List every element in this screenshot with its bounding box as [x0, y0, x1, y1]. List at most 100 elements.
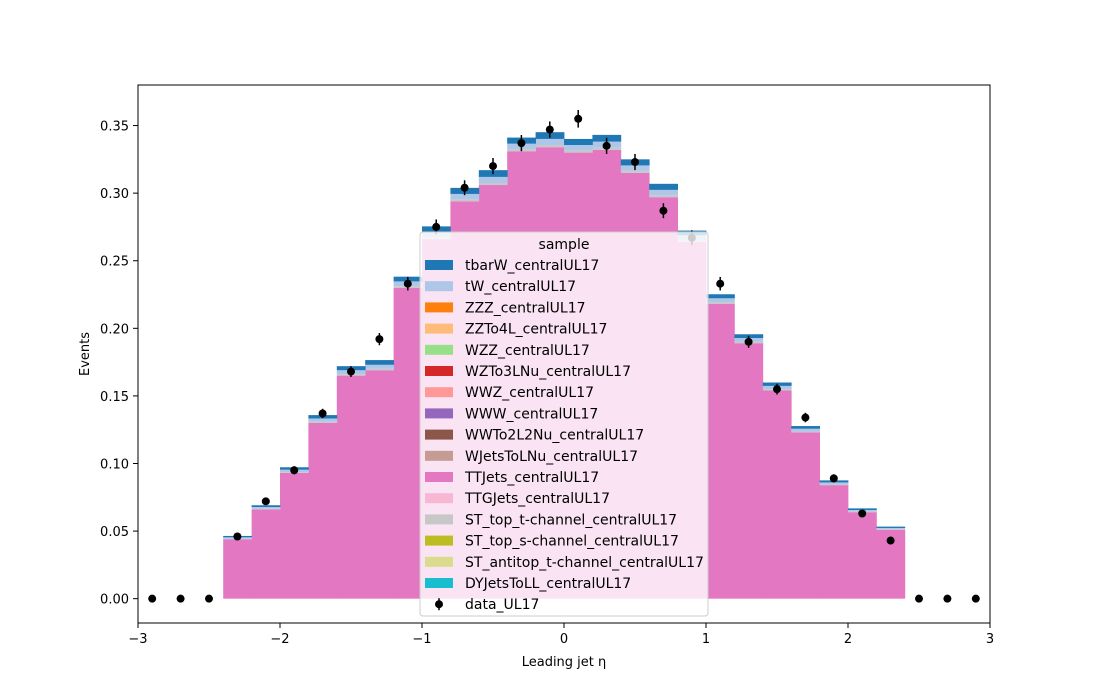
bar-TTJets_centralUL17-4: [251, 509, 281, 599]
data-point-21: [744, 337, 753, 346]
y-tick-label-7: 0.35: [100, 120, 129, 135]
legend-label-WJetsToLNu_centralUL17: WJetsToLNu_centralUL17: [465, 449, 638, 465]
legend-label-TTJets_centralUL17: TTJets_centralUL17: [464, 470, 599, 486]
legend-swatch-ZZTo4L_centralUL17: [425, 323, 453, 334]
bar-TTJets_centralUL17-22: [762, 390, 792, 599]
data-point-16: [602, 141, 611, 150]
legend-label-data_UL17: data_UL17: [465, 597, 539, 613]
x-axis-label: Leading jet η: [522, 655, 607, 670]
data-point-29: [971, 594, 980, 603]
legend-label-ZZZ_centralUL17: ZZZ_centralUL17: [465, 300, 586, 316]
y-tick-label-0: 0.00: [100, 593, 129, 608]
data-point-25: [858, 509, 867, 518]
data-point-9: [403, 279, 412, 288]
bar-TTJets_centralUL17-25: [848, 512, 877, 599]
data-point-22: [773, 385, 781, 394]
x-tick-label-1: −2: [270, 632, 289, 647]
legend-swatch-TTGJets_centralUL17: [425, 493, 453, 504]
legend-label-tW_centralUL17: tW_centralUL17: [465, 279, 576, 295]
bar-ST_top_t-channel_centralUL17-15: [564, 150, 593, 153]
bar-ST_top_t-channel_centralUL17-20: [706, 302, 735, 304]
legend-label-ZZTo4L_centralUL17: ZZTo4L_centralUL17: [465, 322, 607, 338]
legend-swatch-WJetsToLNu_centralUL17: [425, 450, 453, 461]
bar-tbarW_centralUL17-8: [365, 360, 394, 365]
legend-swatch-WWW_centralUL17: [425, 408, 453, 419]
bar-ST_top_t-channel_centralUL17-23: [791, 431, 820, 433]
y-axis-label: Events: [78, 332, 93, 376]
legend-swatch-WZTo3LNu_centralUL17: [425, 366, 453, 376]
data-point-12: [489, 162, 497, 171]
y-tick-label-1: 0.05: [100, 525, 129, 540]
data-point-4: [261, 497, 270, 506]
legend-swatch-tW_centralUL17: [425, 281, 453, 292]
data-point-20: [716, 279, 725, 288]
bar-TTJets_centralUL17-3: [223, 539, 252, 599]
data-point-7: [347, 367, 355, 376]
x-axis-ticks: −3 −2 −1 0 1 2 3: [128, 623, 994, 647]
data-point-18: [659, 206, 668, 215]
data-point-1: [176, 594, 185, 603]
bar-ST_top_t-channel_centralUL17-26: [876, 529, 906, 530]
bar-tW_centralUL17-18: [649, 189, 678, 196]
legend-swatch-DYJetsToLL_centralUL17: [425, 578, 453, 588]
bar-tbarW_centralUL17-23: [791, 426, 820, 429]
y-tick-label-5: 0.25: [100, 255, 129, 270]
legend-label-DYJetsToLL_centralUL17: DYJetsToLL_centralUL17: [465, 576, 631, 592]
legend-swatch-ZZZ_centralUL17: [425, 302, 453, 313]
bar-TTJets_centralUL17-20: [706, 303, 735, 599]
bar-TTJets_centralUL17-23: [791, 432, 820, 599]
data-point-27: [915, 594, 923, 603]
y-tick-label-4: 0.20: [100, 322, 129, 337]
bar-tbarW_centralUL17-4: [251, 505, 281, 508]
legend-swatch-ST_antitop_t-channel_centralUL17: [425, 556, 453, 567]
bar-TTJets_centralUL17-24: [819, 485, 849, 599]
x-tick-label-4: 1: [702, 632, 710, 647]
legend: sample tbarW_centralUL17 tW_centralUL17 ZZZ…: [419, 231, 709, 617]
y-tick-label-2: 0.10: [100, 457, 129, 472]
data-point-24: [829, 474, 838, 483]
bar-ST_top_t-channel_centralUL17-4: [251, 508, 281, 510]
legend-swatch-tbarW_centralUL17: [425, 260, 453, 270]
legend-label-WWZ_centralUL17: WWZ_centralUL17: [465, 385, 594, 401]
data-point-28: [943, 594, 952, 603]
x-tick-label-2: −1: [412, 632, 431, 647]
bar-ST_top_t-channel_centralUL17-24: [819, 484, 849, 486]
bar-tW_centralUL17-4: [251, 507, 281, 509]
bar-tW_centralUL17-26: [876, 527, 906, 530]
data-point-6: [318, 409, 327, 418]
bar-ST_top_t-channel_centralUL17-17: [620, 170, 650, 173]
data-point-26: [886, 536, 895, 545]
legend-label-WZTo3LNu_centralUL17: WZTo3LNu_centralUL17: [465, 364, 631, 380]
bar-tW_centralUL17-6: [308, 418, 338, 422]
bar-TTJets_centralUL17-5: [280, 472, 309, 599]
data-point-23: [801, 413, 810, 422]
y-tick-label-3: 0.15: [100, 390, 129, 405]
bar-tW_centralUL17-23: [791, 428, 820, 432]
x-tick-label-6: 3: [986, 632, 994, 647]
legend-swatch-TTJets_centralUL17: [425, 472, 453, 482]
bar-ST_top_t-channel_centralUL17-11: [450, 199, 480, 202]
bar-tW_centralUL17-24: [819, 482, 849, 485]
data-point-3: [233, 532, 242, 541]
bar-ST_top_t-channel_centralUL17-14: [535, 145, 565, 148]
bar-ST_top_t-channel_centralUL17-8: [365, 368, 394, 371]
data-point-17: [631, 158, 639, 167]
legend-marker-data: [435, 600, 443, 609]
legend-label-WWW_centralUL17: WWW_centralUL17: [465, 406, 598, 422]
bar-tbarW_centralUL17-15: [564, 138, 593, 146]
bar-ST_top_t-channel_centralUL17-12: [478, 183, 508, 186]
x-tick-label-5: 2: [844, 632, 852, 647]
bar-TTJets_centralUL17-7: [336, 375, 366, 599]
legend-swatch-WWTo2L2Nu_centralUL17: [425, 429, 453, 440]
bar-tbarW_centralUL17-18: [649, 183, 678, 190]
bar-tbarW_centralUL17-26: [876, 526, 906, 528]
data-point-8: [375, 335, 384, 344]
legend-label-tbarW_centralUL17: tbarW_centralUL17: [465, 258, 599, 274]
legend-title: sample: [539, 237, 590, 253]
legend-label-ST_top_s-channel_centralUL17: ST_top_s-channel_centralUL17: [465, 534, 679, 550]
bar-ST_top_t-channel_centralUL17-18: [649, 195, 678, 198]
legend-label-ST_top_t-channel_centralUL17: ST_top_t-channel_centralUL17: [465, 512, 677, 528]
data-point-5: [290, 466, 299, 475]
data-point-13: [517, 139, 526, 148]
